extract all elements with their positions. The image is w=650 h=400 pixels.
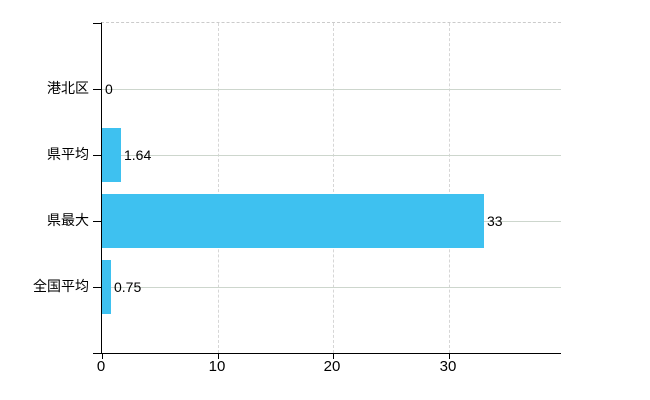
x-axis-tick-label: 20 [323, 358, 341, 375]
horizontal-gridline [102, 89, 561, 90]
x-axis-tick-label: 0 [96, 358, 106, 375]
plot-area: 0 1.64 33 0.75 [93, 22, 561, 359]
bar [102, 194, 484, 248]
category-label: 県最大 [47, 212, 89, 228]
bar [102, 260, 111, 314]
category-label: 港北区 [47, 80, 89, 96]
y-axis-tick [93, 221, 101, 222]
vertical-gridline [217, 23, 219, 353]
x-axis-tick [333, 354, 334, 359]
y-axis-tick [93, 155, 101, 156]
horizontal-gridline [102, 155, 561, 156]
x-axis-tick-label: 30 [439, 358, 457, 375]
y-axis-tick [93, 89, 101, 90]
bar-value-label: 33 [487, 213, 503, 229]
x-axis-tick [218, 354, 219, 359]
bar-value-label: 0 [105, 81, 113, 97]
x-axis-tick-label: 10 [208, 358, 226, 375]
y-axis-tick [93, 287, 101, 288]
vertical-gridline [448, 23, 450, 353]
category-label: 県平均 [47, 146, 89, 162]
bar-value-label: 1.64 [124, 147, 152, 163]
y-axis-tick [93, 23, 101, 24]
bar [102, 128, 121, 182]
x-axis-tick [449, 354, 450, 359]
category-label: 全国平均 [33, 278, 89, 294]
x-axis-tick [102, 354, 103, 359]
horizontal-gridline [102, 287, 561, 288]
bar-value-label: 0.75 [114, 279, 142, 295]
vertical-gridline [333, 23, 335, 353]
y-axis-tick [93, 353, 101, 354]
